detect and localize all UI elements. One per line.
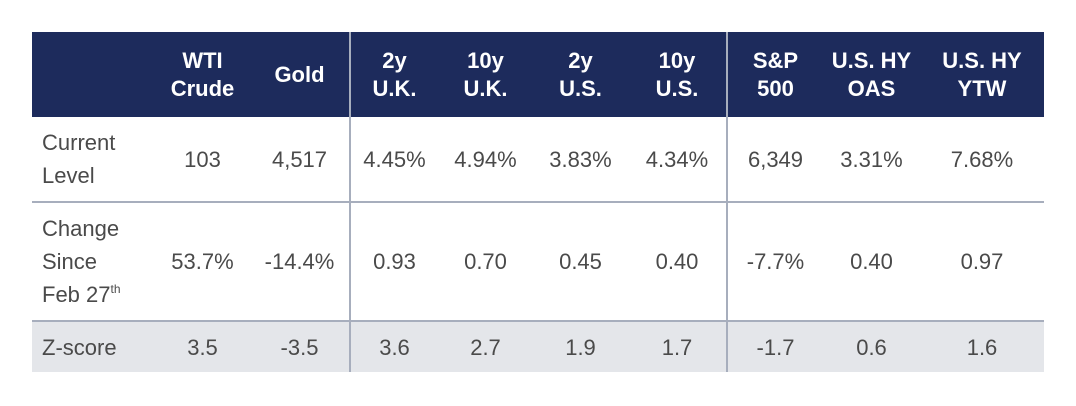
- header-line: S&P: [752, 47, 799, 73]
- cell-value: 6,349: [726, 117, 823, 203]
- column-header: 2y U.S.: [533, 32, 628, 117]
- cell-value: 3.6: [349, 321, 438, 372]
- row-label: Current Level: [32, 117, 155, 203]
- cell-value: -3.5: [250, 321, 350, 372]
- cell-value: 103: [155, 117, 250, 203]
- cell-value: 53.7%: [155, 202, 250, 322]
- label-line: Feb 27th: [42, 282, 121, 307]
- cell-value: 4,517: [250, 117, 350, 203]
- cell-value: 3.83%: [533, 117, 628, 203]
- label-line: Level: [42, 163, 95, 188]
- row-label: Z-score: [32, 321, 155, 372]
- data-table: WTI Crude Gold 2y U.K. 10y U.K. 2y U.S. 10y U.S. S&…: [32, 32, 1044, 372]
- label-line: Change: [42, 216, 120, 241]
- column-header: 10y U.S.: [628, 32, 727, 117]
- column-header: S&P 500: [726, 32, 823, 117]
- column-header: U.S. HY YTW: [920, 32, 1044, 117]
- cell-value: 3.5: [155, 321, 250, 372]
- header-line: 2y: [382, 47, 407, 73]
- column-header: WTI Crude: [155, 32, 250, 117]
- cell-value: 0.6: [823, 321, 920, 372]
- header-line: 10y: [658, 47, 696, 73]
- table-row: Z-score 3.5 -3.5 3.6 2.7 1.9 1.7 -1.7 0.6 1.6: [32, 321, 1044, 372]
- header-line: OAS: [847, 75, 896, 101]
- header-line: U.S. HY: [831, 47, 912, 73]
- cell-value: -7.7%: [726, 202, 823, 322]
- cell-value: 4.45%: [349, 117, 438, 203]
- label-line: Current: [42, 130, 116, 155]
- cell-value: 1.6: [920, 321, 1044, 372]
- column-header: 2y U.K.: [349, 32, 438, 117]
- cell-value: 0.97: [920, 202, 1044, 322]
- cell-value: -1.7: [726, 321, 823, 372]
- cell-value: 0.40: [628, 202, 727, 322]
- header-line: U.S.: [559, 75, 602, 101]
- column-header: U.S. HY OAS: [823, 32, 920, 117]
- header-line: U.K.: [372, 75, 417, 101]
- header-line: Gold: [274, 61, 325, 87]
- cell-value: 1.9: [533, 321, 628, 372]
- cell-value: -14.4%: [250, 202, 350, 322]
- superscript: th: [110, 282, 121, 296]
- cell-value: 0.70: [438, 202, 533, 322]
- header-line: YTW: [957, 75, 1007, 101]
- header-line: 500: [757, 75, 794, 101]
- table-row: Change Since Feb 27th 53.7% -14.4% 0.93 0.70 0.…: [32, 202, 1044, 322]
- cell-value: 3.31%: [823, 117, 920, 203]
- header-line: WTI: [182, 47, 223, 73]
- header-line: 10y: [467, 47, 504, 73]
- table-row: Current Level 103 4,517 4.45% 4.94% 3.83% 4.34%…: [32, 117, 1044, 203]
- column-header: 10y U.K.: [438, 32, 533, 117]
- header-row: WTI Crude Gold 2y U.K. 10y U.K. 2y U.S. 10y U.S. S&…: [32, 32, 1044, 117]
- cell-value: 1.7: [628, 321, 727, 372]
- cell-value: 7.68%: [920, 117, 1044, 203]
- cell-value: 2.7: [438, 321, 533, 372]
- header-line: U.S.: [655, 75, 699, 101]
- label-line: Z-score: [42, 334, 117, 360]
- header-corner: [32, 32, 155, 117]
- cell-value: 4.94%: [438, 117, 533, 203]
- cell-value: 0.40: [823, 202, 920, 322]
- column-header: Gold: [250, 32, 350, 117]
- row-label: Change Since Feb 27th: [32, 202, 155, 322]
- header-line: 2y: [568, 47, 593, 73]
- header-line: U.K.: [463, 75, 508, 101]
- header-line: Crude: [170, 75, 235, 101]
- cell-value: 4.34%: [628, 117, 727, 203]
- header-line: U.S. HY: [942, 47, 1022, 73]
- label-line: Since: [42, 249, 98, 274]
- cell-value: 0.93: [349, 202, 438, 322]
- cell-value: 0.45: [533, 202, 628, 322]
